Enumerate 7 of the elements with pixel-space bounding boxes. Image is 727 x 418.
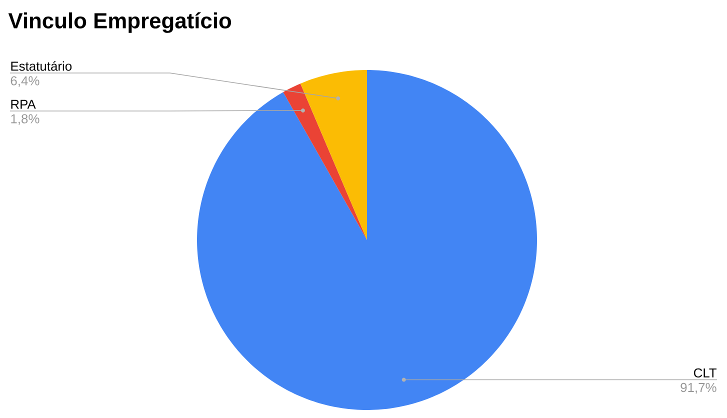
data-label: 1,8% bbox=[11, 114, 40, 125]
slice-label: RPA bbox=[11, 100, 36, 109]
data-label: 6,4% bbox=[10, 76, 40, 87]
data-label: 91,7% bbox=[680, 382, 716, 394]
chart-title: Vinculo Empregatício bbox=[8, 12, 232, 33]
slice-label: Estatutário bbox=[11, 61, 72, 71]
slice-label: CLT bbox=[694, 368, 717, 378]
